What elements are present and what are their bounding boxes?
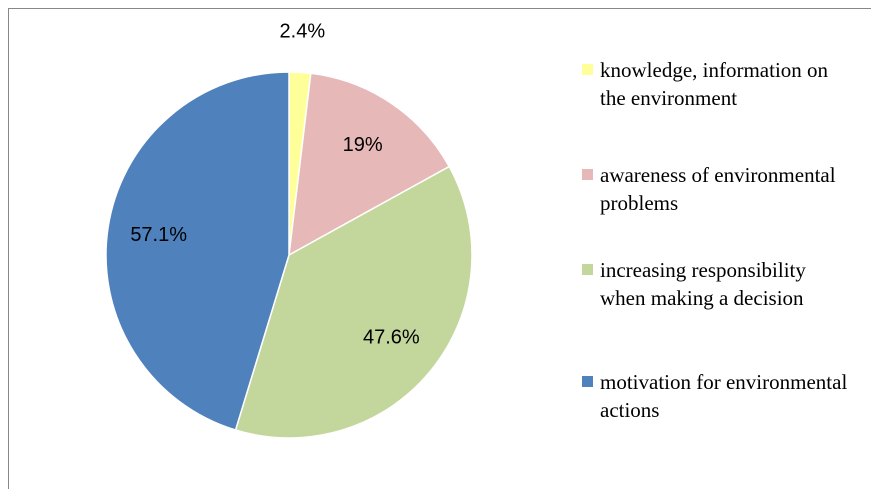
legend-swatch: [582, 64, 593, 75]
pie-slice: [234, 165, 473, 439]
legend-label: knowledge, information on the environmen…: [600, 58, 829, 110]
legend-entry: motivation for environmental actions: [582, 368, 852, 424]
chart-frame: [8, 8, 871, 489]
legend-label: increasing responsibility when making a …: [600, 258, 806, 310]
data-label: 57.1%: [130, 224, 187, 246]
legend-label: awareness of environmental problems: [600, 163, 836, 215]
pie-slice: [105, 71, 290, 431]
data-label: 19%: [343, 134, 383, 156]
legend-entry: awareness of environmental problems: [582, 161, 852, 217]
legend-swatch: [582, 264, 593, 275]
data-label: 2.4%: [280, 20, 326, 42]
legend-swatch: [582, 376, 593, 387]
legend-swatch: [582, 169, 593, 180]
legend-entry: knowledge, information on the environmen…: [582, 56, 852, 112]
legend-label: motivation for environmental actions: [600, 370, 848, 422]
data-label: 47.6%: [363, 326, 420, 348]
pie-slice: [288, 72, 451, 257]
legend-entry: increasing responsibility when making a …: [582, 256, 852, 312]
